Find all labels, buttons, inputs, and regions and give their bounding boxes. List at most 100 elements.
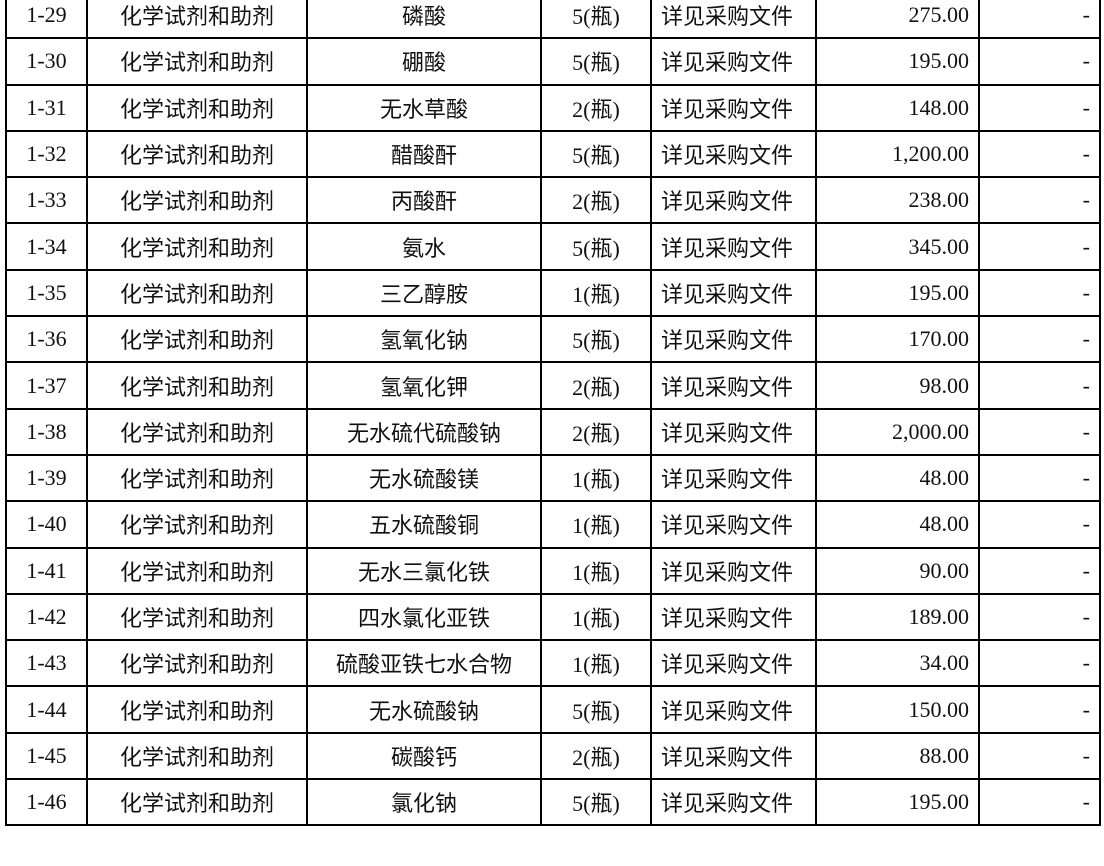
item-no: 1-44 bbox=[5, 685, 88, 734]
price: 275.00 bbox=[815, 0, 980, 40]
category: 化学试剂和助剂 bbox=[86, 639, 308, 688]
table-row: 1-41 化学试剂和助剂 无水三氯化铁 1(瓶) 详见采购文件 90.00- bbox=[5, 546, 1101, 595]
price: 34.00 bbox=[815, 639, 980, 688]
table-row: 1-29 化学试剂和助剂 磷酸 5(瓶) 详见采购文件 275.00- bbox=[5, 0, 1101, 40]
category: 化学试剂和助剂 bbox=[86, 592, 308, 642]
note: - bbox=[978, 129, 1101, 179]
item-no: 1-32 bbox=[5, 129, 88, 179]
category: 化学试剂和助剂 bbox=[86, 0, 308, 40]
note: - bbox=[978, 83, 1101, 132]
table-row: 1-44 化学试剂和助剂 无水硫酸钠 5(瓶) 详见采购文件 150.00- bbox=[5, 685, 1101, 734]
category: 化学试剂和助剂 bbox=[86, 778, 308, 827]
table-row: 1-36 化学试剂和助剂 氢氧化钠 5(瓶) 详见采购文件 170.00- bbox=[5, 315, 1101, 364]
spec: 详见采购文件 bbox=[650, 268, 817, 318]
note: - bbox=[978, 639, 1101, 688]
price: 195.00 bbox=[815, 37, 980, 86]
item-name: 碳酸钙 bbox=[306, 731, 542, 781]
item-no: 1-35 bbox=[5, 268, 88, 318]
spec: 详见采购文件 bbox=[650, 361, 817, 410]
table-row: 1-46 化学试剂和助剂 氯化钠 5(瓶) 详见采购文件 195.00- bbox=[5, 778, 1101, 827]
category: 化学试剂和助剂 bbox=[86, 453, 308, 503]
price: 148.00 bbox=[815, 83, 980, 132]
item-no: 1-29 bbox=[5, 0, 88, 40]
quantity: 5(瓶) bbox=[540, 0, 652, 40]
quantity: 1(瓶) bbox=[540, 546, 652, 595]
price: 238.00 bbox=[815, 176, 980, 225]
item-name: 氢氧化钾 bbox=[306, 361, 542, 410]
price: 195.00 bbox=[815, 778, 980, 827]
item-name: 无水三氯化铁 bbox=[306, 546, 542, 595]
note: - bbox=[978, 222, 1101, 271]
spec: 详见采购文件 bbox=[650, 37, 817, 86]
quantity: 2(瓶) bbox=[540, 731, 652, 781]
item-no: 1-40 bbox=[5, 500, 88, 549]
spec: 详见采购文件 bbox=[650, 685, 817, 734]
category: 化学试剂和助剂 bbox=[86, 129, 308, 179]
table-row: 1-39 化学试剂和助剂 无水硫酸镁 1(瓶) 详见采购文件 48.00- bbox=[5, 453, 1101, 503]
spec: 详见采购文件 bbox=[650, 592, 817, 642]
price: 150.00 bbox=[815, 685, 980, 734]
quantity: 1(瓶) bbox=[540, 500, 652, 549]
item-name: 硫酸亚铁七水合物 bbox=[306, 639, 542, 688]
item-no: 1-41 bbox=[5, 546, 88, 595]
quantity: 1(瓶) bbox=[540, 639, 652, 688]
category: 化学试剂和助剂 bbox=[86, 546, 308, 595]
item-no: 1-46 bbox=[5, 778, 88, 827]
spec: 详见采购文件 bbox=[650, 315, 817, 364]
spec: 详见采购文件 bbox=[650, 500, 817, 549]
note: - bbox=[978, 176, 1101, 225]
category: 化学试剂和助剂 bbox=[86, 731, 308, 781]
item-no: 1-42 bbox=[5, 592, 88, 642]
note: - bbox=[978, 685, 1101, 734]
quantity: 2(瓶) bbox=[540, 361, 652, 410]
note: - bbox=[978, 778, 1101, 827]
quantity: 5(瓶) bbox=[540, 129, 652, 179]
price: 2,000.00 bbox=[815, 407, 980, 456]
quantity: 1(瓶) bbox=[540, 592, 652, 642]
item-no: 1-39 bbox=[5, 453, 88, 503]
note: - bbox=[978, 592, 1101, 642]
quantity: 5(瓶) bbox=[540, 315, 652, 364]
category: 化学试剂和助剂 bbox=[86, 407, 308, 456]
spec: 详见采购文件 bbox=[650, 407, 817, 456]
quantity: 5(瓶) bbox=[540, 37, 652, 86]
note: - bbox=[978, 0, 1101, 40]
spec: 详见采购文件 bbox=[650, 222, 817, 271]
category: 化学试剂和助剂 bbox=[86, 222, 308, 271]
table-row: 1-35 化学试剂和助剂 三乙醇胺 1(瓶) 详见采购文件 195.00- bbox=[5, 268, 1101, 318]
price: 88.00 bbox=[815, 731, 980, 781]
spec: 详见采购文件 bbox=[650, 639, 817, 688]
item-name: 无水硫代硫酸钠 bbox=[306, 407, 542, 456]
item-no: 1-30 bbox=[5, 37, 88, 86]
category: 化学试剂和助剂 bbox=[86, 315, 308, 364]
quantity: 2(瓶) bbox=[540, 176, 652, 225]
item-no: 1-43 bbox=[5, 639, 88, 688]
table-row: 1-37 化学试剂和助剂 氢氧化钾 2(瓶) 详见采购文件 98.00- bbox=[5, 361, 1101, 410]
note: - bbox=[978, 268, 1101, 318]
price: 345.00 bbox=[815, 222, 980, 271]
table-row: 1-45 化学试剂和助剂 碳酸钙 2(瓶) 详见采购文件 88.00- bbox=[5, 731, 1101, 781]
item-name: 无水硫酸镁 bbox=[306, 453, 542, 503]
table-row: 1-42 化学试剂和助剂 四水氯化亚铁 1(瓶) 详见采购文件 189.00- bbox=[5, 592, 1101, 642]
quantity: 1(瓶) bbox=[540, 268, 652, 318]
item-no: 1-38 bbox=[5, 407, 88, 456]
category: 化学试剂和助剂 bbox=[86, 361, 308, 410]
price: 195.00 bbox=[815, 268, 980, 318]
table-row: 1-43 化学试剂和助剂 硫酸亚铁七水合物 1(瓶) 详见采购文件 34.00- bbox=[5, 639, 1101, 688]
item-no: 1-31 bbox=[5, 83, 88, 132]
table-row: 1-38 化学试剂和助剂 无水硫代硫酸钠 2(瓶) 详见采购文件 2,000.00- bbox=[5, 407, 1101, 456]
spec: 详见采购文件 bbox=[650, 129, 817, 179]
spec: 详见采购文件 bbox=[650, 453, 817, 503]
category: 化学试剂和助剂 bbox=[86, 268, 308, 318]
category: 化学试剂和助剂 bbox=[86, 500, 308, 549]
item-no: 1-45 bbox=[5, 731, 88, 781]
price: 170.00 bbox=[815, 315, 980, 364]
note: - bbox=[978, 731, 1101, 781]
table-row: 1-33 化学试剂和助剂 丙酸酐 2(瓶) 详见采购文件 238.00- bbox=[5, 176, 1101, 225]
item-name: 四水氯化亚铁 bbox=[306, 592, 542, 642]
note: - bbox=[978, 546, 1101, 595]
note: - bbox=[978, 407, 1101, 456]
spec: 详见采购文件 bbox=[650, 176, 817, 225]
note: - bbox=[978, 361, 1101, 410]
